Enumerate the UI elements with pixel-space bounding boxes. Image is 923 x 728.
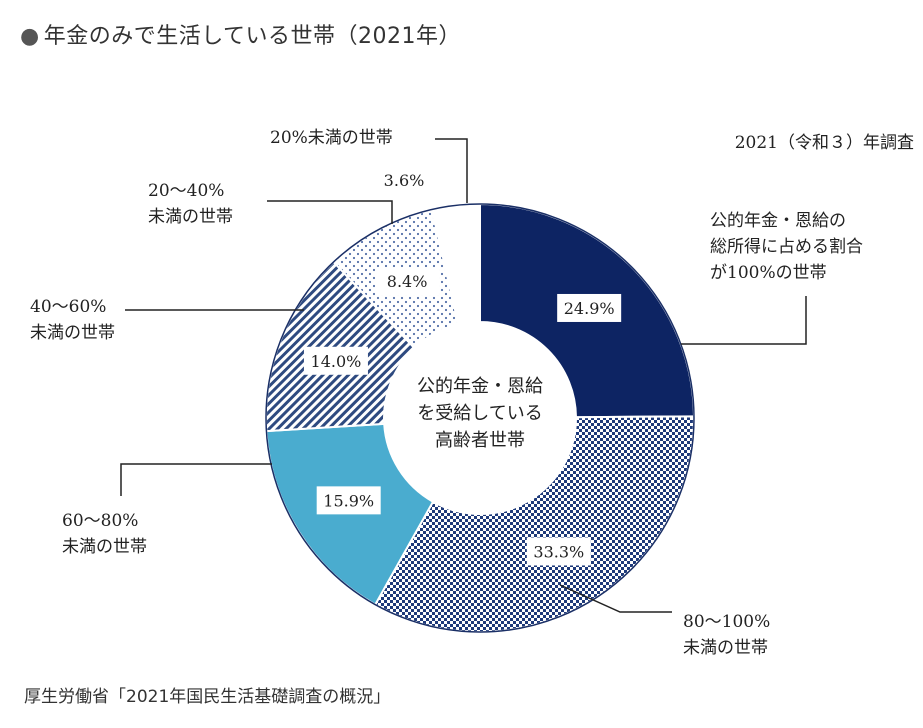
- value-label-100pct-box: [557, 293, 622, 322]
- donut-outline: [265, 203, 695, 633]
- value-label-100pct: 24.9%: [564, 299, 615, 318]
- value-label-40-60-group: 14.0%: [303, 346, 368, 375]
- category-label-80-100: 未満の世帯: [683, 638, 768, 658]
- category-label-100pct-leader: [681, 296, 807, 345]
- value-label-under-20: 3.6%: [384, 171, 425, 190]
- value-label-20-40-group: 8.4%: [375, 267, 440, 296]
- value-label-20-40-box: [375, 267, 440, 296]
- category-label-100pct: 公的年金・恩給の: [710, 211, 846, 231]
- category-label-80-100-leader: [559, 584, 672, 613]
- chart-heading: ● 年金のみで生活している世帯（2021年）: [20, 18, 461, 50]
- center-label-line: 高齢者世帯: [435, 430, 525, 451]
- value-label-under-20-group: 3.6%: [384, 171, 425, 190]
- slice-80-100: [373, 415, 695, 633]
- category-label-80-100: 80〜100%: [683, 612, 770, 632]
- labels-group: 24.9% 33.3% 15.9% 14.0% 8.4% 3.6% 公的年金・恩給を受給して…: [30, 128, 914, 658]
- center-label-line: を受給している: [417, 403, 542, 424]
- bullet-icon: ●: [20, 24, 40, 49]
- category-label-60-80: 未満の世帯: [62, 537, 147, 557]
- value-label-40-60: 14.0%: [311, 352, 362, 371]
- category-label-under-20: 20%未満の世帯: [270, 128, 393, 148]
- category-label-60-80: 60〜80%: [62, 511, 138, 531]
- value-label-100pct-group: 24.9%: [557, 293, 622, 322]
- center-label-line: 公的年金・恩給: [417, 376, 543, 397]
- value-label-80-100-group: 33.3%: [526, 537, 591, 566]
- value-label-40-60-box: [303, 346, 368, 375]
- category-label-100pct: 総所得に占める割合: [710, 237, 863, 257]
- value-label-80-100-box: [526, 537, 591, 566]
- leader-lines: [120, 138, 807, 613]
- category-label-40-60: 40〜60%: [30, 297, 106, 317]
- category-label-100pct: が100%の世帯: [710, 263, 827, 283]
- category-label-under-20-leader: [435, 138, 468, 203]
- category-label-20-40: 20〜40%: [148, 181, 224, 201]
- value-label-60-80: 15.9%: [323, 491, 374, 510]
- category-label-40-60: 未満の世帯: [30, 323, 115, 343]
- category-label-20-40-leader: [267, 200, 393, 224]
- category-label-60-80-leader: [120, 463, 272, 496]
- value-label-80-100: 33.3%: [533, 542, 584, 561]
- category-label-20-40: 未満の世帯: [148, 207, 233, 227]
- survey-note: 2021（令和３）年調査: [735, 133, 914, 153]
- value-label-60-80-group: 15.9%: [316, 486, 381, 515]
- value-label-20-40: 8.4%: [387, 272, 428, 291]
- source-credit: 厚生労働省「2021年国民生活基礎調査の概況」: [24, 687, 391, 707]
- chart-title: 年金のみで生活している世帯（2021年）: [43, 24, 462, 49]
- value-label-60-80-box: [316, 486, 381, 515]
